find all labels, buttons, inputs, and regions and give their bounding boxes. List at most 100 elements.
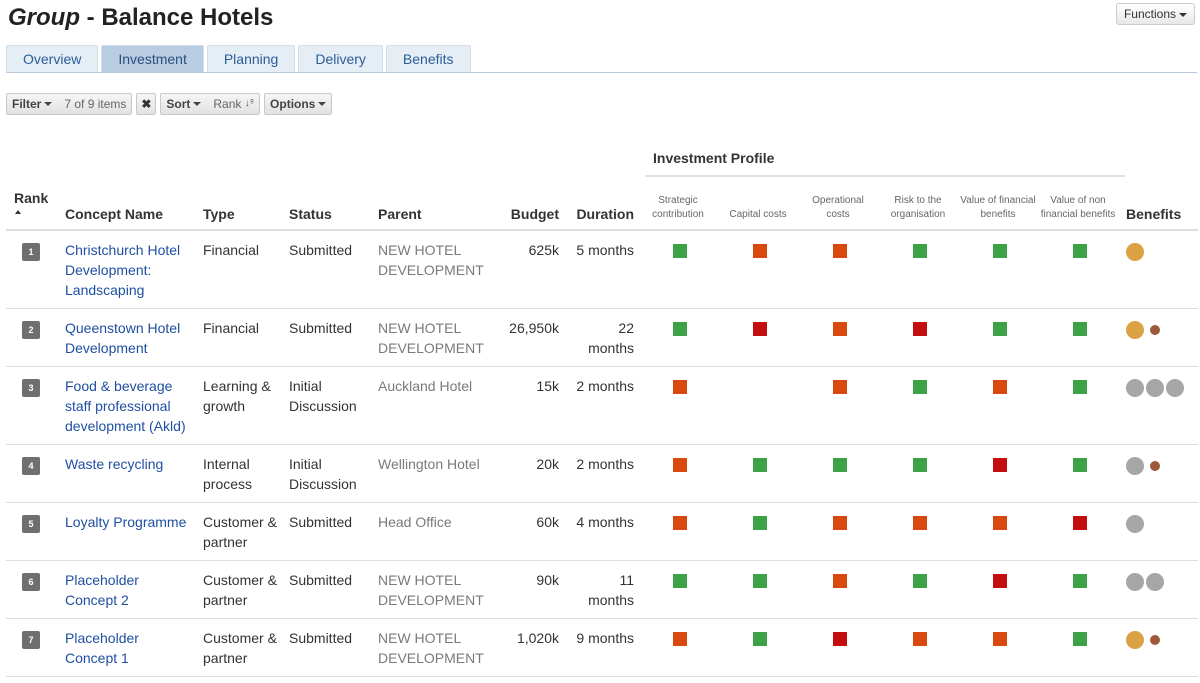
concept-link[interactable]: Queenstown Hotel Development (65, 320, 181, 356)
tab-planning[interactable]: Planning (206, 45, 296, 72)
duration-cell: 9 months (563, 618, 638, 677)
concept-link[interactable]: Christchurch Hotel Development: Landscap… (65, 242, 181, 298)
concept-cell: Food & beverage staff professional devel… (57, 366, 195, 445)
rating-square-icon (993, 516, 1007, 530)
parent-cell: NEW HOTEL DEVELOPMENT (370, 230, 491, 309)
benefits-cell (1118, 366, 1198, 445)
sort-value: Rank (213, 97, 242, 111)
type-cell: Learning & growth (195, 366, 281, 445)
concept-link[interactable]: Waste recycling (65, 456, 164, 472)
concept-cell: Placeholder Concept 1 (57, 618, 195, 677)
col-status[interactable]: Status (281, 178, 370, 231)
rating-square-icon (833, 322, 847, 336)
profile-cell (958, 502, 1038, 561)
parent-cell: NEW HOTEL DEVELOPMENT (370, 560, 491, 619)
rank-cell: 6 (6, 560, 57, 619)
profile-cell (718, 230, 798, 309)
profile-cell (718, 444, 798, 503)
budget-cell: 1,020k (491, 618, 563, 677)
col-non-financial-benefits[interactable]: Value of non financial benefits (1038, 178, 1118, 231)
options-button[interactable]: Options (264, 93, 333, 115)
rating-square-icon (913, 574, 927, 588)
rating-square-icon (673, 632, 687, 646)
rating-square-icon (993, 244, 1007, 258)
rating-square-icon (753, 322, 767, 336)
profile-cell (958, 560, 1038, 619)
concept-link[interactable]: Food & beverage staff professional devel… (65, 378, 186, 434)
functions-button[interactable]: Functions (1115, 3, 1195, 25)
rating-square-icon (1073, 244, 1087, 258)
col-financial-benefits[interactable]: Value of financial benefits (958, 178, 1038, 231)
profile-cell (718, 366, 798, 445)
col-strategic-contribution[interactable]: Strategic contribution (638, 178, 718, 231)
rating-square-icon (913, 458, 927, 472)
status-cell: Initial Discussion (281, 366, 370, 445)
rating-square-icon (913, 322, 927, 336)
tab-benefits[interactable]: Benefits (385, 45, 471, 72)
col-risk[interactable]: Risk to the organisation (878, 178, 958, 231)
profile-cell (878, 308, 958, 367)
tab-overview[interactable]: Overview (6, 45, 99, 72)
chevron-down-icon (193, 102, 202, 106)
benefit-dot-icon (1150, 325, 1160, 335)
profile-cell (1038, 366, 1118, 445)
duration-cell: 2 months (563, 366, 638, 445)
col-parent[interactable]: Parent (370, 178, 491, 231)
rank-badge: 1 (22, 243, 40, 261)
status-cell: Submitted (281, 618, 370, 677)
col-benefits[interactable]: Benefits (1118, 178, 1198, 231)
concept-cell: Placeholder Concept 2 (57, 560, 195, 619)
functions-label: Functions (1123, 7, 1176, 21)
benefits-cell (1118, 618, 1198, 677)
profile-cell (878, 618, 958, 677)
profile-cell (878, 444, 958, 503)
table-row: 7 Placeholder Concept 1 Customer & partner… (6, 618, 1198, 677)
profile-cell (1038, 444, 1118, 503)
concept-link[interactable]: Placeholder Concept 2 (65, 572, 139, 608)
type-cell: Financial (195, 308, 281, 367)
profile-cell (958, 230, 1038, 309)
sort-button[interactable]: Sort Rank ↓⁹ (160, 93, 261, 115)
table-row: 2 Queenstown Hotel Development Financial Su… (6, 308, 1198, 367)
chevron-down-icon (1179, 12, 1187, 17)
profile-cell (1038, 230, 1118, 309)
tab-investment[interactable]: Investment (101, 45, 204, 72)
profile-cell (958, 366, 1038, 445)
rating-square-icon (673, 516, 687, 530)
col-type[interactable]: Type (195, 178, 281, 231)
table-row: 5 Loyalty Programme Customer & partner Subm… (6, 502, 1198, 561)
tab-delivery[interactable]: Delivery (298, 45, 383, 72)
rating-square-icon (993, 380, 1007, 394)
chevron-down-icon (44, 102, 53, 106)
col-duration[interactable]: Duration (563, 178, 638, 231)
rating-square-icon (913, 380, 927, 394)
profile-cell (958, 444, 1038, 503)
status-cell: Initial Discussion (281, 444, 370, 503)
rating-square-icon (673, 380, 687, 394)
col-rank[interactable]: Rank (6, 178, 57, 231)
concepts-table: Rank Concept Name Type Status Parent Bud… (6, 178, 1198, 677)
col-capital-costs[interactable]: Capital costs (718, 178, 798, 231)
table-row: 3 Food & beverage staff professional deve… (6, 366, 1198, 445)
title-group-label: Group (8, 4, 80, 31)
table-row: 1 Christchurch Hotel Development: Landsca… (6, 230, 1198, 309)
concept-link[interactable]: Loyalty Programme (65, 514, 187, 530)
rating-square-icon (673, 322, 687, 336)
col-budget[interactable]: Budget (491, 178, 563, 231)
close-icon: ✖ (141, 97, 152, 111)
profile-cell (798, 230, 878, 309)
benefit-dot-icon (1150, 635, 1160, 645)
clear-filter-button[interactable]: ✖ (136, 93, 157, 115)
rating-square-icon (673, 574, 687, 588)
profile-cell (798, 366, 878, 445)
concept-link[interactable]: Placeholder Concept 1 (65, 630, 139, 666)
filter-button[interactable]: Filter 7 of 9 items (6, 93, 133, 115)
profile-cell (878, 502, 958, 561)
profile-cell (878, 230, 958, 309)
benefits-cell (1118, 444, 1198, 503)
rating-square-icon (673, 458, 687, 472)
duration-cell: 11 months (563, 560, 638, 619)
budget-cell: 15k (491, 366, 563, 445)
col-operational-costs[interactable]: Operational costs (798, 178, 878, 231)
col-concept-name[interactable]: Concept Name (57, 178, 195, 231)
